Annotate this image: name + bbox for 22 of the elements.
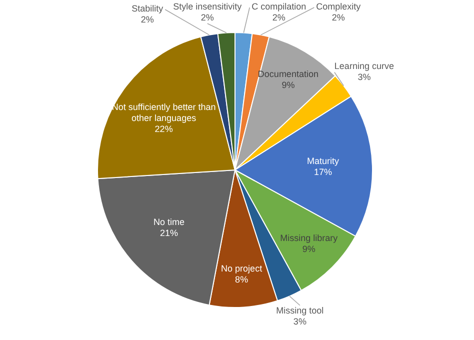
data-label: 3% [293, 316, 306, 326]
data-label: 22% [154, 124, 173, 134]
slice-label: Style insensitivity [173, 1, 242, 12]
data-label: 9% [302, 244, 316, 254]
slice-label: Learning curve [334, 61, 394, 72]
slice-label: C compilation [252, 1, 306, 12]
slice-label: Maturity [306, 156, 340, 166]
slice-label: Missing tool [276, 305, 324, 316]
slice-label: Stability [132, 3, 164, 14]
data-label: 17% [314, 167, 332, 178]
data-label: 9% [282, 80, 295, 90]
slice-label: No project [221, 263, 263, 274]
data-label: 2% [200, 12, 214, 22]
data-label: 8% [235, 274, 248, 284]
data-label: 3% [358, 72, 371, 82]
data-label: 2% [140, 14, 154, 24]
data-label: 2% [332, 12, 345, 22]
slice-label: No time [153, 217, 184, 228]
slice-label: Complexity [316, 1, 362, 12]
data-label: 2% [272, 12, 286, 22]
slice-label: Missing library [280, 232, 338, 243]
data-label: 21% [160, 228, 178, 238]
